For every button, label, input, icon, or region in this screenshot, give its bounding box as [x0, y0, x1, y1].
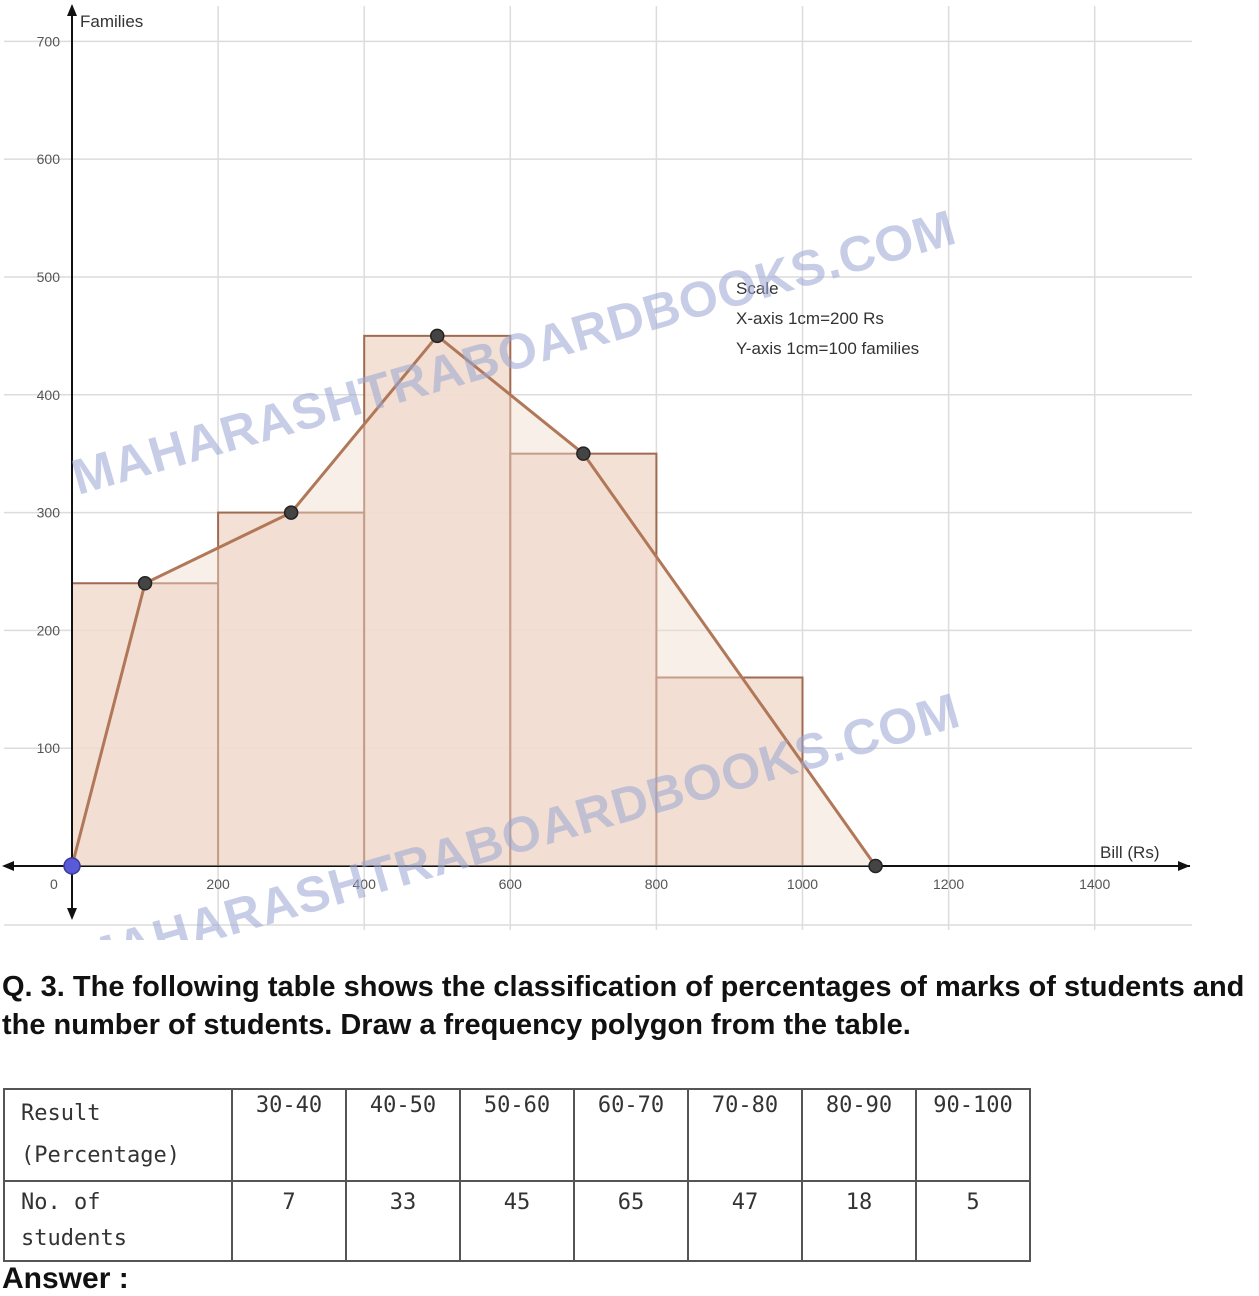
x-tick-label: 1400	[1079, 876, 1110, 892]
count-cell: 7	[231, 1180, 347, 1262]
count-cell: 45	[459, 1180, 575, 1262]
frequency-polygon	[63, 328, 883, 875]
polygon-point	[430, 328, 445, 344]
table-row: No. of students 7 33 45 65 47 18 5	[3, 1180, 1031, 1262]
axes	[2, 4, 1190, 920]
count-cell: 5	[915, 1180, 1031, 1262]
table-header-cell: Result (Percentage)	[3, 1088, 233, 1182]
row-label-cell: No. of students	[3, 1180, 233, 1262]
polygon-area	[72, 335, 876, 867]
y-axis-arrow-up	[67, 4, 77, 16]
scale-note-x: X-axis 1cm=200 Rs	[736, 309, 884, 328]
polygon-point	[63, 857, 81, 875]
answer-label: Answer :	[2, 1262, 129, 1295]
class-cell: 70-80	[687, 1088, 803, 1182]
class-cell: 60-70	[573, 1088, 689, 1182]
polygon-point	[868, 858, 883, 874]
count-cell: 47	[687, 1180, 803, 1262]
y-axis-title: Families	[80, 12, 143, 31]
class-cell: 30-40	[231, 1088, 347, 1182]
polygon-point	[137, 576, 153, 591]
x-tick-label: 0	[50, 876, 58, 892]
x-tick-label: 400	[353, 876, 377, 892]
histogram-bar	[363, 334, 512, 868]
y-tick-label: 400	[37, 387, 61, 403]
y-tick-label: 300	[37, 505, 61, 521]
y-tick-label: 500	[37, 269, 61, 285]
table-header-line1: Result	[21, 1101, 101, 1126]
table-header-line2: (Percentage)	[21, 1143, 180, 1168]
x-axis-title: Bill (Rs)	[1100, 843, 1160, 862]
polygon-point	[283, 505, 299, 520]
x-tick-label: 1200	[933, 876, 964, 892]
class-cell: 80-90	[801, 1088, 917, 1182]
y-tick-label: 600	[37, 151, 61, 167]
y-axis-arrow-down	[67, 908, 77, 920]
count-cell: 65	[573, 1180, 689, 1262]
class-cell: 90-100	[915, 1088, 1031, 1182]
table-row: Result (Percentage) 30-40 40-50 50-60 60…	[3, 1088, 1031, 1182]
x-tick-label: 1000	[787, 876, 818, 892]
y-tick-label: 700	[37, 33, 61, 49]
x-tick-label: 800	[645, 876, 669, 892]
scale-note-title: Scale	[736, 279, 779, 298]
count-cell: 33	[345, 1180, 461, 1262]
x-tick-label: 600	[499, 876, 523, 892]
y-tick-label: 100	[37, 740, 61, 756]
x-axis-arrow-right	[1178, 861, 1190, 871]
y-tick-label: 200	[37, 622, 61, 638]
polygon-line	[70, 333, 877, 867]
scale-note: Scale X-axis 1cm=200 Rs Y-axis 1cm=100 f…	[736, 279, 919, 358]
count-cell: 18	[801, 1180, 917, 1262]
class-cell: 40-50	[345, 1088, 461, 1182]
class-cell: 50-60	[459, 1088, 575, 1182]
marks-table: Result (Percentage) 30-40 40-50 50-60 60…	[3, 1088, 1031, 1262]
polygon-point	[576, 446, 591, 461]
scale-note-y: Y-axis 1cm=100 families	[736, 339, 919, 358]
question-text: Q. 3. The following table shows the clas…	[2, 971, 1245, 1041]
x-axis-arrow-left	[2, 861, 14, 871]
histogram-chart: 0 200 400 600 800 1000 1200 1400 100 200 300 400 500…	[2, 4, 1192, 940]
x-tick-label: 200	[206, 876, 230, 892]
tick-labels: 0 200 400 600 800 1000 1200 1400 100 200 300 400 500…	[37, 33, 1111, 892]
